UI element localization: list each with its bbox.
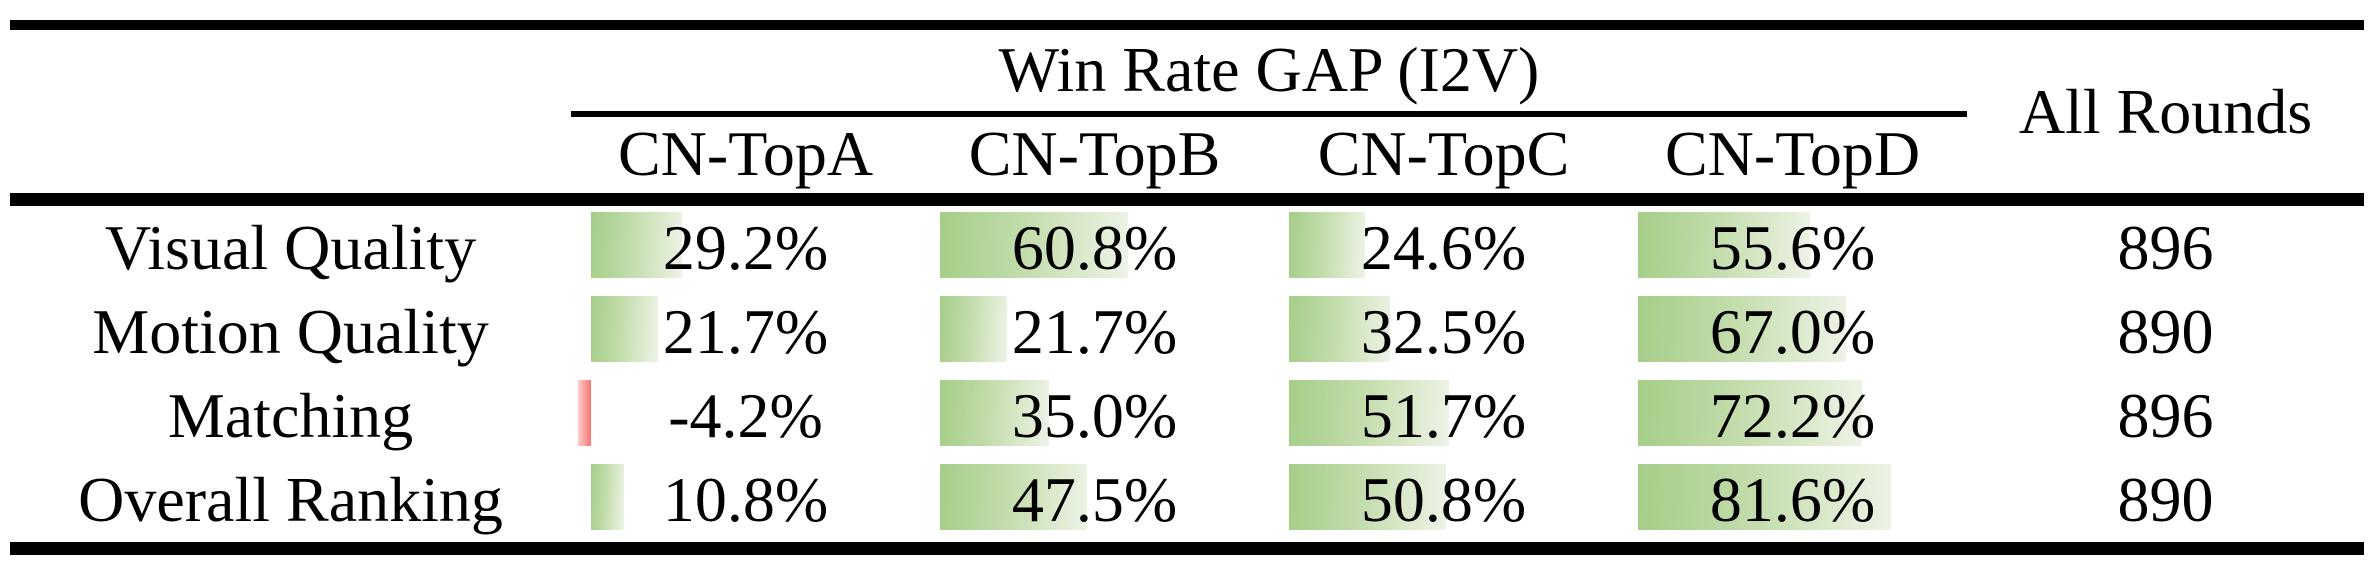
row-label: Matching xyxy=(167,380,414,451)
row-label: Visual Quality xyxy=(104,212,477,283)
data-bar xyxy=(1638,380,1862,446)
all-rounds-value: 896 xyxy=(2117,212,2214,283)
column-header-cn-topc: CN-TopC xyxy=(1317,118,1570,189)
table-row-visual-quality: Visual Quality 29.2% 60.8% 24.6% 55.6% 8… xyxy=(0,206,2374,290)
all-rounds-value: 890 xyxy=(2117,464,2214,535)
win-rate-cell: 50.8% xyxy=(1269,458,1618,542)
win-rate-cell: 10.8% xyxy=(571,458,920,542)
data-bar xyxy=(591,296,659,362)
table-row-motion-quality: Motion Quality 21.7% 21.7% 32.5% 67.0% 8… xyxy=(0,290,2374,374)
cell-value: 10.8% xyxy=(662,464,829,535)
column-header-all-rounds: All Rounds xyxy=(2018,75,2313,147)
cell-value: 67.0% xyxy=(1709,296,1876,367)
cell-value: 35.0% xyxy=(1011,380,1178,451)
cell-value: 24.6% xyxy=(1360,212,1527,283)
column-header-cn-topd: CN-TopD xyxy=(1664,118,1921,189)
win-rate-cell: 47.5% xyxy=(920,458,1269,542)
win-rate-cell: 51.7% xyxy=(1269,374,1618,458)
row-label: Motion Quality xyxy=(92,296,489,367)
cell-value: 51.7% xyxy=(1360,380,1527,451)
row-label: Overall Ranking xyxy=(78,464,503,535)
win-rate-cell: 24.6% xyxy=(1269,206,1618,290)
cell-value: 47.5% xyxy=(1011,464,1178,535)
win-rate-cell: 81.6% xyxy=(1618,458,1967,542)
cell-value: 50.8% xyxy=(1360,464,1527,535)
all-rounds-value: 890 xyxy=(2117,296,2214,367)
data-bar xyxy=(940,464,1088,530)
data-bar xyxy=(591,464,625,530)
table-row-matching: Matching -4.2% 35.0% 51.7% 72.2% 896 xyxy=(0,374,2374,458)
cell-value: 81.6% xyxy=(1709,464,1876,535)
win-rate-cell: 72.2% xyxy=(1618,374,1967,458)
all-rounds-value: 896 xyxy=(2117,380,2214,451)
win-rate-cell: 35.0% xyxy=(920,374,1269,458)
data-bar xyxy=(940,212,1129,278)
data-bar xyxy=(1289,212,1366,278)
top-rule xyxy=(10,20,2364,30)
cell-value: -4.2% xyxy=(668,380,823,451)
win-rate-cell: 67.0% xyxy=(1618,290,1967,374)
data-bar xyxy=(1638,296,1846,362)
table-row-overall-ranking: Overall Ranking 10.8% 47.5% 50.8% 81.6% … xyxy=(0,458,2374,542)
cell-value: 21.7% xyxy=(1011,296,1178,367)
data-bar xyxy=(591,212,682,278)
data-bar xyxy=(1289,464,1447,530)
data-bar xyxy=(577,380,591,446)
bottom-rule xyxy=(10,542,2364,555)
data-bar xyxy=(940,380,1049,446)
win-rate-cell: 29.2% xyxy=(571,206,920,290)
data-bar xyxy=(1289,380,1450,446)
group-header-win-rate-gap: Win Rate GAP (I2V) xyxy=(998,33,1540,105)
win-rate-cell: 55.6% xyxy=(1618,206,1967,290)
win-rate-cell: 21.7% xyxy=(571,290,920,374)
cell-value: 55.6% xyxy=(1709,212,1876,283)
column-header-cn-topa: CN-TopA xyxy=(617,118,874,189)
cell-value: 60.8% xyxy=(1011,212,1178,283)
cell-value: 72.2% xyxy=(1709,380,1876,451)
win-rate-cell: -4.2% xyxy=(571,374,920,458)
data-bar xyxy=(940,296,1008,362)
win-rate-cell: 32.5% xyxy=(1269,290,1618,374)
win-rate-cell: 60.8% xyxy=(920,206,1269,290)
cell-value: 29.2% xyxy=(662,212,829,283)
data-bar xyxy=(1289,296,1390,362)
data-bar xyxy=(1638,212,1811,278)
mid-rule xyxy=(10,193,2364,206)
win-rate-cell: 21.7% xyxy=(920,290,1269,374)
cell-value: 21.7% xyxy=(662,296,829,367)
data-bar xyxy=(1638,464,1891,530)
column-header-cn-topb: CN-TopB xyxy=(968,118,1221,189)
cmid-rule xyxy=(571,111,1967,117)
cell-value: 32.5% xyxy=(1360,296,1527,367)
